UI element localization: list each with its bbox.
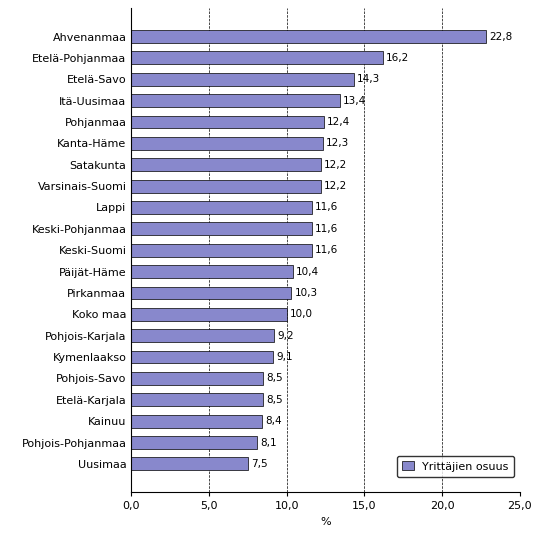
Text: 11,6: 11,6 (315, 202, 338, 213)
Text: 11,6: 11,6 (315, 224, 338, 234)
Text: 10,4: 10,4 (296, 267, 319, 276)
Bar (131, 116, 324, 128)
Text: 12,3: 12,3 (326, 138, 349, 148)
Bar (131, 51, 383, 64)
Bar (131, 94, 340, 107)
Bar (131, 436, 257, 449)
Text: 8,5: 8,5 (266, 395, 283, 405)
Text: 8,5: 8,5 (266, 373, 283, 384)
Text: 22,8: 22,8 (489, 31, 512, 42)
Legend: Yrittäjien osuus: Yrittäjien osuus (397, 456, 515, 477)
Text: 12,2: 12,2 (324, 160, 347, 170)
Bar (131, 30, 486, 43)
Text: 12,2: 12,2 (324, 181, 347, 191)
Bar (131, 329, 274, 342)
Text: 7,5: 7,5 (251, 459, 267, 469)
Bar (131, 393, 263, 406)
Text: 14,3: 14,3 (357, 74, 380, 84)
Bar (131, 308, 287, 321)
Bar (131, 159, 321, 171)
Bar (131, 201, 311, 214)
Bar (131, 372, 263, 385)
Text: 9,1: 9,1 (276, 352, 293, 362)
Text: 10,3: 10,3 (295, 288, 318, 298)
Text: 16,2: 16,2 (386, 53, 410, 63)
Bar (131, 265, 293, 278)
Text: 13,4: 13,4 (343, 96, 366, 105)
Bar (131, 415, 262, 427)
Bar (131, 137, 323, 150)
Bar (131, 351, 273, 364)
Text: 12,4: 12,4 (327, 117, 351, 127)
Bar (131, 458, 248, 470)
Text: 8,4: 8,4 (265, 416, 281, 426)
Bar (131, 287, 292, 299)
Bar (131, 222, 311, 235)
Text: 11,6: 11,6 (315, 245, 338, 255)
X-axis label: %: % (321, 517, 331, 527)
Text: 10,0: 10,0 (290, 309, 313, 319)
Bar (131, 180, 321, 193)
Text: 8,1: 8,1 (260, 438, 277, 447)
Bar (131, 73, 354, 85)
Text: 9,2: 9,2 (278, 331, 294, 341)
Bar (131, 244, 311, 256)
